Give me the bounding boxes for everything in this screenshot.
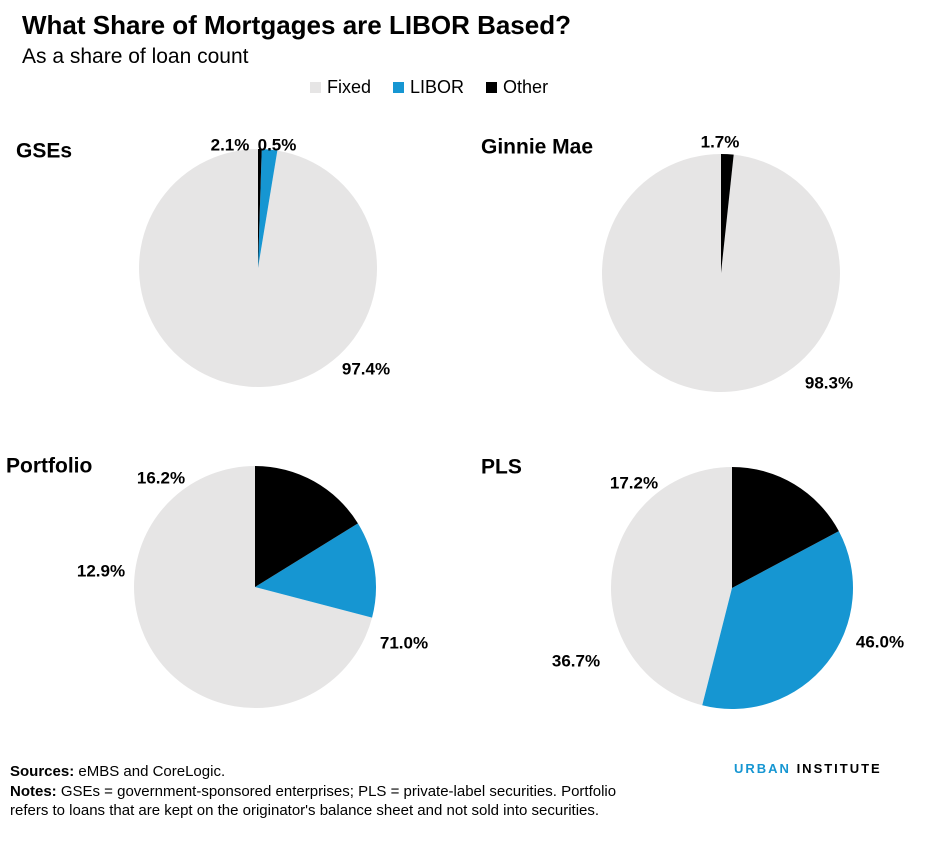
urban-institute-logo: URBAN INSTITUTE [734, 761, 882, 776]
pie-slice-portfolio-fixed [133, 466, 373, 708]
pie-ginnie-mae: 98.3% 1.7% Ginnie Mae [481, 132, 853, 392]
legend: Fixed LIBOR Other [310, 77, 548, 98]
pie-title-pls: PLS [481, 456, 522, 479]
pie-gses: 97.4% 2.1% 0.5% GSEs [16, 135, 390, 388]
pie-slice-ginnie-mae-other [721, 154, 734, 273]
legend-label-libor: LIBOR [410, 77, 465, 97]
notes-label: Notes: [10, 782, 57, 800]
slice-label-pls-libor: 36.7% [552, 651, 600, 670]
sources-label: Sources: [10, 763, 75, 780]
slice-label-portfolio-libor: 12.9% [77, 561, 125, 580]
pie-slice-gses-other [258, 149, 262, 268]
brand-part2: INSTITUTE [790, 761, 882, 776]
chart-title: What Share of Mortgages are LIBOR Based? [22, 10, 571, 40]
slice-label-gses-libor: 2.1% [211, 135, 250, 154]
legend-swatch-fixed [310, 82, 321, 93]
pie-title-ginnie-mae: Ginnie Mae [481, 136, 593, 159]
pie-slice-pls-fixed [610, 467, 732, 706]
slice-label-gses-fixed: 97.4% [342, 359, 390, 378]
notes-line: Notes: GSEs = government-sponsored enter… [10, 782, 650, 821]
legend-item-fixed: Fixed [310, 77, 371, 98]
pie-slice-ginnie-mae-fixed [601, 154, 840, 393]
sources-text: eMBS and CoreLogic. [74, 763, 226, 780]
legend-swatch-libor [393, 82, 405, 93]
footer-notes: Sources: eMBS and CoreLogic. Notes: GSEs… [10, 762, 650, 821]
pie-title-gses: GSEs [16, 140, 72, 163]
legend-swatch-other [486, 82, 498, 93]
slice-label-ginnie-mae-other: 1.7% [701, 132, 740, 151]
pie-slice-gses-fixed [139, 149, 378, 388]
legend-label-fixed: Fixed [327, 77, 372, 97]
pie-charts: 97.4% 2.1% 0.5% GSEs 98.3% 1.7% Ginnie Mae 71.0… [6, 132, 904, 710]
slice-label-pls-other: 17.2% [610, 473, 658, 492]
chart-subtitle: As a share of loan count [22, 45, 249, 68]
pie-pls: 46.0% 36.7% 17.2% PLS [481, 456, 904, 710]
slice-label-portfolio-fixed: 71.0% [380, 633, 428, 652]
pie-slice-pls-other [732, 467, 839, 588]
pie-portfolio: 71.0% 12.9% 16.2% Portfolio [6, 455, 428, 708]
sources-line: Sources: eMBS and CoreLogic. [10, 762, 650, 782]
slice-label-gses-other: 0.5% [258, 135, 297, 154]
notes-text: GSEs = government-sponsored enterprises;… [10, 782, 617, 820]
pie-slice-portfolio-other [255, 465, 358, 587]
slice-label-ginnie-mae-fixed: 98.3% [805, 373, 853, 392]
legend-label-other: Other [503, 77, 549, 97]
brand-part1: URBAN [734, 761, 791, 776]
legend-item-other: Other [486, 77, 548, 98]
slice-label-portfolio-other: 16.2% [137, 468, 185, 487]
pie-title-portfolio: Portfolio [6, 455, 92, 478]
pie-slice-portfolio-libor [255, 523, 376, 618]
legend-item-libor: LIBOR [393, 77, 464, 98]
pie-slice-gses-libor [258, 149, 278, 268]
slice-label-pls-fixed: 46.0% [856, 632, 904, 651]
pie-slice-pls-libor [702, 531, 854, 710]
